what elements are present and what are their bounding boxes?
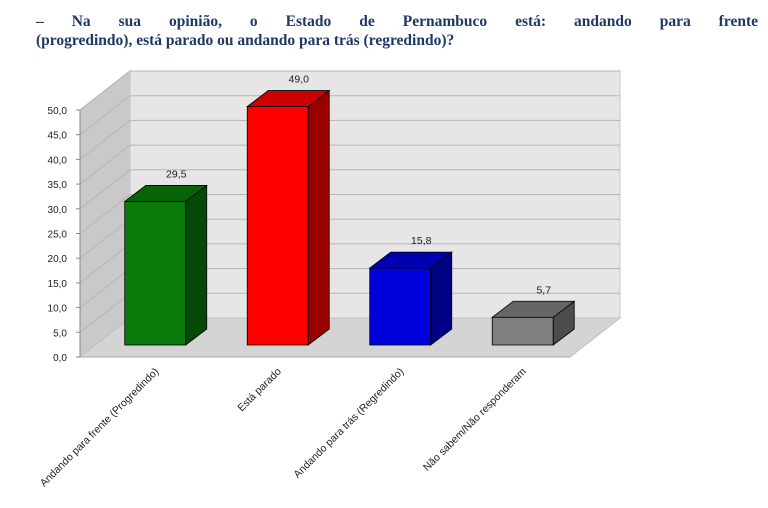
y-tick-label: 15,0 xyxy=(48,279,68,290)
chart-title-line-2: (progredindo), está parado ou andando pa… xyxy=(36,32,455,49)
data-label: 29,5 xyxy=(166,168,187,180)
x-tick-label: Andando para trás (Regredindo) xyxy=(291,366,406,481)
bar-front xyxy=(491,316,554,346)
y-tick-label: 50,0 xyxy=(48,106,68,117)
y-tick-label: 30,0 xyxy=(48,205,68,216)
bar-side xyxy=(307,89,330,346)
bar xyxy=(123,184,208,346)
gridline-side xyxy=(79,70,131,111)
data-label: 5,7 xyxy=(536,284,551,296)
bar-front xyxy=(246,106,309,346)
gridline-side xyxy=(79,243,131,284)
gridline-side xyxy=(79,194,131,234)
chart-title: – Na sua opinião, o Estado de Pernambuco… xyxy=(36,12,758,50)
y-tick-label: 40,0 xyxy=(48,155,68,166)
y-tick-label: 10,0 xyxy=(48,304,68,315)
x-tick-label: Andando para frente (Progredindo) xyxy=(38,366,162,490)
bar xyxy=(368,251,453,346)
y-tick-label: 45,0 xyxy=(48,131,68,142)
gridline-side xyxy=(79,169,131,210)
bar xyxy=(491,300,576,346)
y-tick-label: 0,0 xyxy=(53,353,67,364)
data-label: 15,8 xyxy=(411,235,432,247)
y-tick-label: 5,0 xyxy=(53,328,67,339)
y-tick-label: 25,0 xyxy=(48,230,68,241)
data-labels: 29,5 49,0 15,8 5,7 xyxy=(166,74,551,297)
gridline-side xyxy=(79,144,131,185)
y-tick-label: 20,0 xyxy=(48,254,68,265)
chart-title-line-1: – Na sua opinião, o Estado de Pernambuco… xyxy=(36,13,758,30)
y-axis-ticks: 0,0 5,0 10,0 15,0 20,0 25,0 30,0 35,0 40,0 45,0 50… xyxy=(48,106,570,364)
gridline-side xyxy=(79,95,131,136)
gridline-side xyxy=(79,218,131,259)
x-tick-label: Não sabem/Não responderam xyxy=(421,365,529,473)
bar-top xyxy=(368,251,453,269)
bar-top xyxy=(123,185,208,202)
x-axis-labels: Andando para frente (Progredindo) Está pa… xyxy=(38,365,529,489)
gridline-side xyxy=(79,120,131,160)
gridline-side xyxy=(79,268,131,308)
y-tick-label: 35,0 xyxy=(48,180,68,191)
bar-front xyxy=(124,201,187,346)
bar-top xyxy=(491,300,576,318)
bar xyxy=(246,89,331,346)
data-label: 49,0 xyxy=(289,74,310,86)
gridline-side xyxy=(79,292,131,333)
chart-bars xyxy=(123,89,576,346)
bar-top xyxy=(246,90,331,107)
x-tick-label: Está parado xyxy=(235,366,284,415)
bar-side xyxy=(185,184,208,346)
bar-front xyxy=(369,267,432,346)
